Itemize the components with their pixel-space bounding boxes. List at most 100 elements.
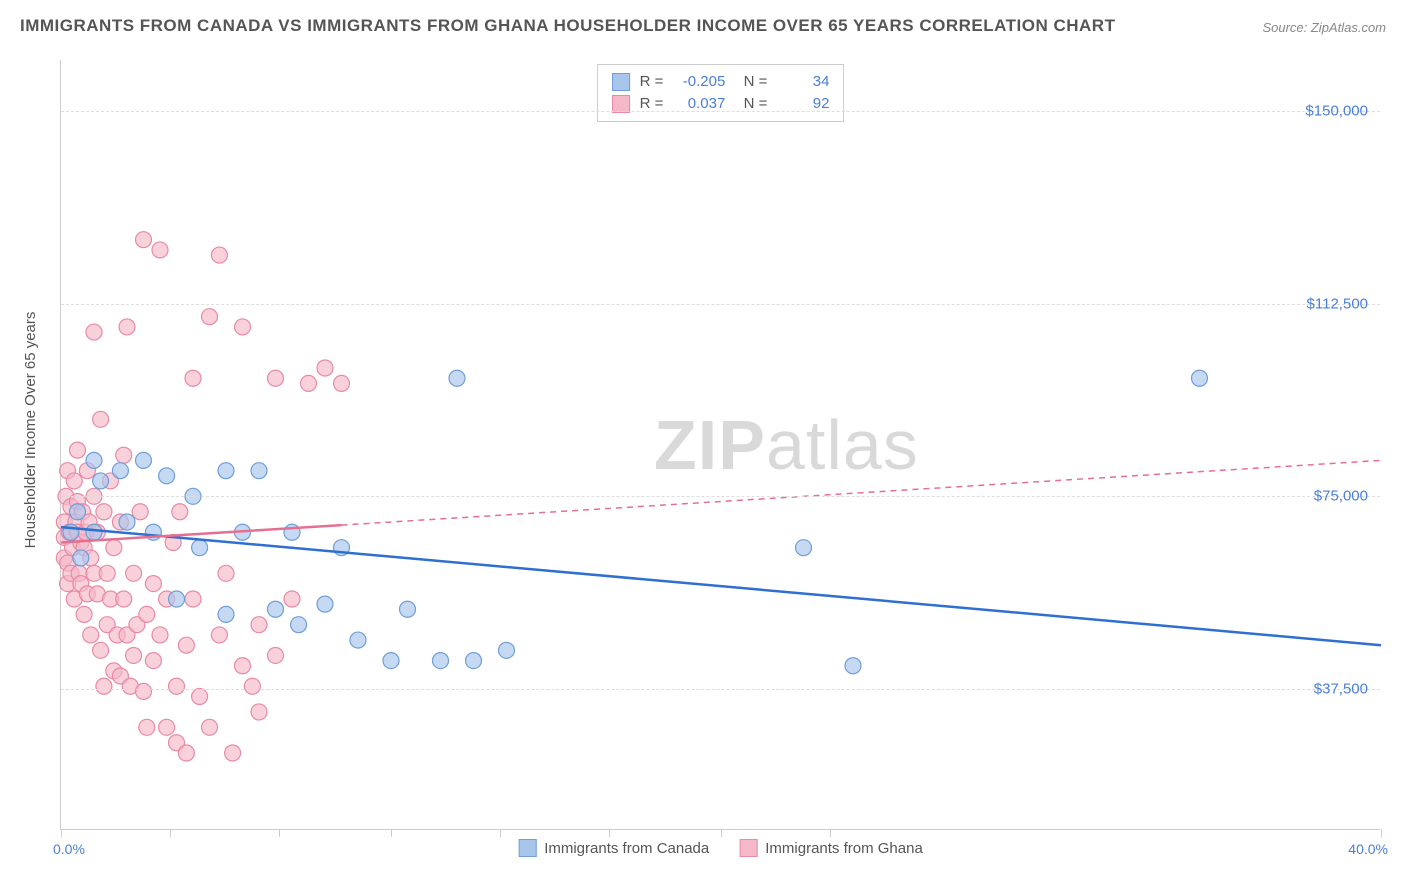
gridline	[61, 689, 1380, 690]
legend-label-canada: Immigrants from Canada	[544, 840, 709, 857]
point-ghana	[218, 565, 234, 581]
x-tick	[609, 829, 610, 837]
point-ghana	[169, 678, 185, 694]
x-tick	[500, 829, 501, 837]
point-ghana	[334, 375, 350, 391]
point-canada	[433, 653, 449, 669]
point-ghana	[251, 617, 267, 633]
point-ghana	[192, 689, 208, 705]
point-ghana	[235, 658, 251, 674]
legend-item-canada: Immigrants from Canada	[518, 839, 709, 857]
point-ghana	[132, 504, 148, 520]
point-ghana	[96, 504, 112, 520]
point-ghana	[136, 683, 152, 699]
point-ghana	[145, 576, 161, 592]
y-tick-label: $37,500	[1314, 680, 1368, 697]
point-ghana	[126, 565, 142, 581]
stat-n-canada: 34	[777, 71, 829, 93]
point-canada	[845, 658, 861, 674]
point-ghana	[152, 627, 168, 643]
point-ghana	[202, 309, 218, 325]
legend-swatch-canada	[518, 839, 536, 857]
legend-label-ghana: Immigrants from Ghana	[765, 840, 923, 857]
point-ghana	[178, 637, 194, 653]
y-tick-label: $112,500	[1307, 295, 1368, 312]
point-ghana	[139, 606, 155, 622]
chart-plot-area: ZIPatlas R = -0.205 N = 34 R = 0.037 N =…	[60, 60, 1380, 830]
point-canada	[796, 540, 812, 556]
point-ghana	[96, 678, 112, 694]
point-canada	[317, 596, 333, 612]
x-tick	[279, 829, 280, 837]
scatter-svg	[61, 60, 1380, 829]
point-ghana	[136, 232, 152, 248]
point-canada	[1192, 370, 1208, 386]
point-ghana	[152, 242, 168, 258]
x-tick	[61, 829, 62, 837]
point-canada	[291, 617, 307, 633]
gridline	[61, 496, 1380, 497]
point-ghana	[185, 591, 201, 607]
point-canada	[86, 452, 102, 468]
point-ghana	[159, 719, 175, 735]
point-canada	[218, 606, 234, 622]
point-ghana	[268, 370, 284, 386]
point-ghana	[93, 411, 109, 427]
point-ghana	[116, 447, 132, 463]
point-ghana	[119, 319, 135, 335]
point-canada	[268, 601, 284, 617]
point-canada	[93, 473, 109, 489]
point-canada	[159, 468, 175, 484]
x-axis-max-label: 40.0%	[1348, 841, 1388, 857]
point-ghana	[301, 375, 317, 391]
point-canada	[499, 642, 515, 658]
legend: Immigrants from Canada Immigrants from G…	[518, 839, 923, 857]
stat-r-label: R =	[640, 71, 664, 93]
gridline	[61, 304, 1380, 305]
point-ghana	[317, 360, 333, 376]
point-ghana	[66, 473, 82, 489]
swatch-ghana	[612, 95, 630, 113]
y-axis-title: Householder Income Over 65 years	[22, 312, 39, 549]
stat-n-label: N =	[735, 71, 767, 93]
point-ghana	[106, 540, 122, 556]
gridline	[61, 111, 1380, 112]
stat-r-canada: -0.205	[673, 71, 725, 93]
point-canada	[169, 591, 185, 607]
point-ghana	[244, 678, 260, 694]
point-ghana	[202, 719, 218, 735]
point-ghana	[99, 565, 115, 581]
trendline-dashed-ghana	[342, 460, 1382, 525]
point-canada	[449, 370, 465, 386]
point-canada	[119, 514, 135, 530]
point-ghana	[225, 745, 241, 761]
x-tick	[721, 829, 722, 837]
point-canada	[73, 550, 89, 566]
point-canada	[112, 463, 128, 479]
point-ghana	[235, 319, 251, 335]
point-ghana	[116, 591, 132, 607]
point-ghana	[251, 704, 267, 720]
point-canada	[192, 540, 208, 556]
correlation-stats-box: R = -0.205 N = 34 R = 0.037 N = 92	[597, 64, 845, 122]
x-tick	[1381, 829, 1382, 837]
point-canada	[383, 653, 399, 669]
point-canada	[400, 601, 416, 617]
point-ghana	[211, 627, 227, 643]
source-attribution: Source: ZipAtlas.com	[1262, 20, 1386, 35]
point-ghana	[86, 324, 102, 340]
point-canada	[218, 463, 234, 479]
x-tick	[830, 829, 831, 837]
legend-item-ghana: Immigrants from Ghana	[739, 839, 923, 857]
point-ghana	[172, 504, 188, 520]
chart-title: IMMIGRANTS FROM CANADA VS IMMIGRANTS FRO…	[20, 16, 1115, 36]
point-canada	[70, 504, 86, 520]
x-tick	[170, 829, 171, 837]
point-canada	[86, 524, 102, 540]
swatch-canada	[612, 73, 630, 91]
point-ghana	[93, 642, 109, 658]
point-ghana	[211, 247, 227, 263]
point-ghana	[284, 591, 300, 607]
x-tick	[391, 829, 392, 837]
point-canada	[136, 452, 152, 468]
